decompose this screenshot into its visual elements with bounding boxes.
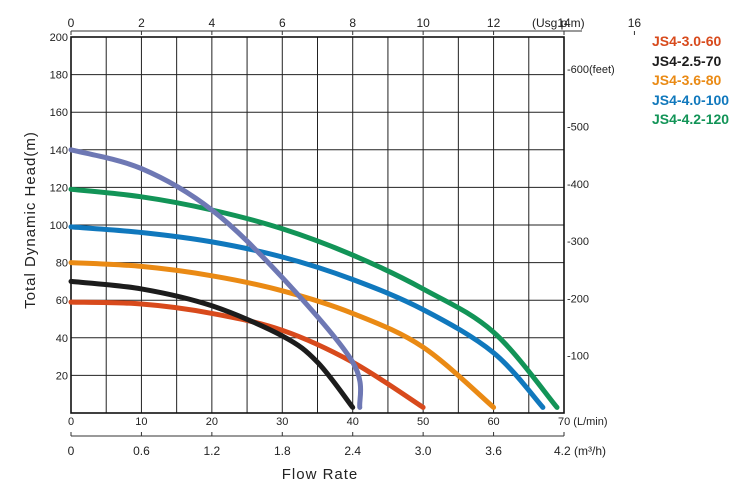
feet-tick-label: -400 [567, 179, 589, 191]
curve-series-5 [68, 147, 364, 410]
y-tick-label: 140 [50, 145, 68, 157]
top-tick-label: 16 [628, 16, 642, 30]
top-tick-label: 2 [138, 16, 145, 30]
top-tick-label: 12 [487, 16, 501, 30]
axes: 20406080100120140160180200-100-200-300-4… [50, 16, 642, 458]
m3h-tick-label: 2.4 [344, 444, 361, 458]
y-tick-label: 160 [50, 107, 68, 119]
lmin-tick-label: 20 [206, 416, 218, 428]
curve-js4-3-6-80 [68, 260, 497, 410]
lmin-tick-label: 0 [68, 416, 74, 428]
legend-item: JS4-4.2-120 [652, 111, 730, 127]
feet-tick-label: -500 [567, 121, 589, 133]
lmin-tick-label: 40 [347, 416, 359, 428]
lmin-unit-label: 70 (L/min) [558, 416, 608, 428]
curve-js4-4-2-120 [68, 186, 560, 410]
m3h-tick-label: 3.0 [415, 444, 432, 458]
lmin-tick-label: 60 [487, 416, 499, 428]
y-tick-label: 20 [56, 370, 68, 382]
y-tick-label: 200 [50, 32, 68, 44]
feet-tick-label: -600(feet) [567, 64, 615, 76]
legend: JS4-3.0-60 JS4-2.5-70 JS4-3.6-80 JS4-4.0-10… [652, 32, 729, 130]
legend-item: JS4-3.0-60 [652, 33, 722, 49]
x-axis-label: Flow Rate [282, 466, 359, 483]
y-tick-label: 60 [56, 295, 68, 307]
m3h-tick-label: 1.2 [204, 444, 221, 458]
curves [68, 147, 560, 410]
grid [70, 36, 565, 414]
m3h-tick-label: 1.8 [274, 444, 291, 458]
top-axis-unit: (Usg.p.m) [532, 16, 585, 30]
m3h-tick-label: 0.6 [133, 444, 150, 458]
legend-item: JS4-2.5-70 [652, 52, 722, 69]
y-tick-label: 100 [50, 220, 68, 232]
curve-js4-4-0-100 [68, 224, 546, 410]
lmin-tick-label: 50 [417, 416, 429, 428]
y-tick-label: 80 [56, 258, 68, 270]
y-tick-label: 180 [50, 70, 68, 82]
feet-tick-label: -100 [567, 351, 589, 363]
curve-js4-2-5-70 [68, 278, 356, 410]
lmin-tick-label: 10 [135, 416, 147, 428]
feet-tick-label: -300 [567, 236, 589, 248]
top-tick-label: 14 [557, 16, 571, 30]
legend-item: JS4-3.6-80 [652, 72, 722, 88]
y-tick-label: 40 [56, 333, 68, 345]
m3h-tick-label: 3.6 [485, 444, 502, 458]
lmin-tick-label: 30 [276, 416, 288, 428]
m3h-tick-label: 0 [68, 444, 75, 458]
y-axis-label: Total Dynamic Head(m) [22, 131, 39, 309]
m3h-unit-label: 4.2 (m³/h) [554, 444, 606, 458]
top-tick-label: 10 [416, 16, 430, 30]
top-tick-label: 6 [279, 16, 286, 30]
legend-item: JS4-4.0-100 [652, 91, 730, 108]
top-tick-label: 4 [209, 16, 216, 30]
top-tick-label: 0 [68, 16, 75, 30]
y-tick-label: 120 [50, 182, 68, 194]
top-tick-label: 8 [349, 16, 356, 30]
feet-tick-label: -200 [567, 293, 589, 305]
